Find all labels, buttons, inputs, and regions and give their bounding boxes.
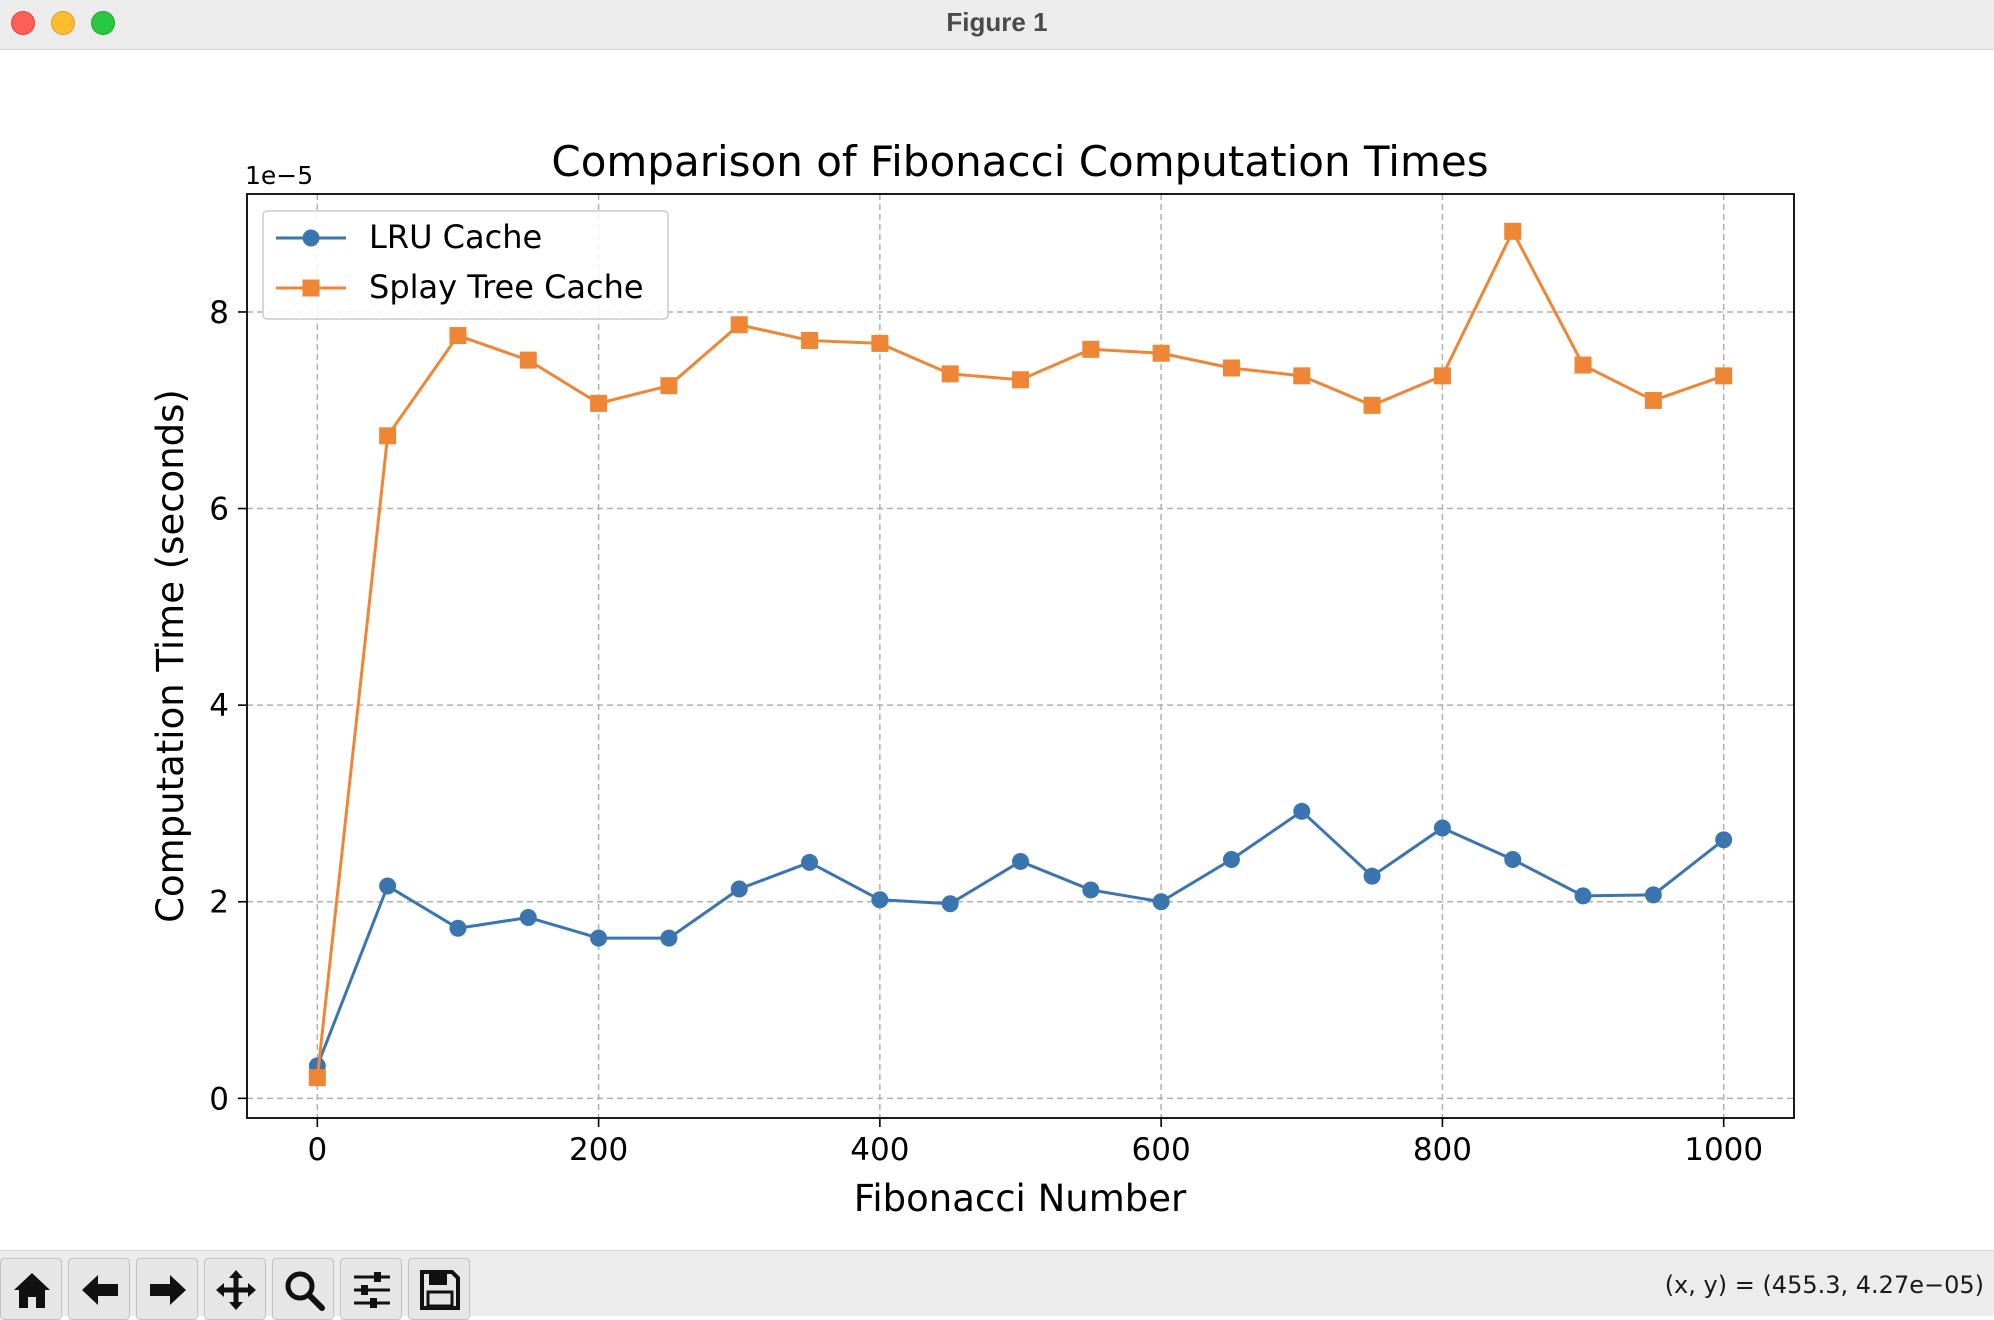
data-point-splay — [871, 334, 889, 352]
configure-subplots-button[interactable] — [340, 1258, 402, 1320]
data-point-splay — [1433, 367, 1451, 385]
y-tick-label: 2 — [209, 885, 229, 921]
y-tick-label: 8 — [209, 295, 229, 331]
data-point-lru — [801, 853, 819, 871]
sliders-icon — [354, 1272, 390, 1308]
arrow-left-icon — [82, 1275, 118, 1305]
data-point-lru — [941, 895, 959, 913]
arrow-right-icon — [150, 1275, 186, 1305]
series-layer — [308, 222, 1733, 1087]
data-point-splay — [1574, 356, 1592, 374]
forward-button[interactable] — [136, 1258, 198, 1320]
data-point-lru — [1293, 802, 1311, 820]
data-point-lru — [379, 877, 397, 895]
y-tick-label: 6 — [209, 492, 229, 528]
data-point-splay — [801, 331, 819, 349]
data-point-lru — [1433, 819, 1451, 837]
close-window-button[interactable] — [11, 11, 35, 35]
legend-label-lru: LRU Cache — [369, 218, 542, 256]
floppy-disk-icon — [420, 1270, 460, 1310]
save-button[interactable] — [408, 1258, 470, 1320]
back-button[interactable] — [68, 1258, 130, 1320]
data-point-splay — [1293, 367, 1311, 385]
data-point-splay — [660, 377, 678, 395]
legend: LRU Cache Splay Tree Cache — [262, 210, 669, 320]
grid — [247, 194, 1794, 1118]
data-point-lru — [1574, 887, 1592, 905]
series-line-lru — [315, 809, 1725, 1067]
home-icon — [14, 1273, 50, 1308]
legend-label-splay: Splay Tree Cache — [369, 268, 644, 306]
legend-marker-lru — [302, 229, 320, 247]
data-point-splay — [1012, 371, 1029, 389]
data-point-splay — [1363, 396, 1381, 414]
y-tick-label: 4 — [209, 688, 229, 724]
x-tick-label: 200 — [569, 1132, 628, 1168]
data-point-splay — [1715, 367, 1733, 385]
magnifier-icon — [285, 1271, 325, 1311]
data-point-lru — [1644, 886, 1662, 904]
window-titlebar: Figure 1 — [0, 0, 1994, 50]
y-multiplier-label: 1e−5 — [245, 161, 313, 190]
data-point-splay — [519, 351, 537, 369]
x-tick-label: 1000 — [1684, 1132, 1763, 1168]
y-axis-label: Computation Time (seconds) — [149, 389, 192, 923]
x-tick-label: 600 — [1132, 1132, 1191, 1168]
data-point-splay — [1644, 391, 1662, 409]
x-tick-label: 0 — [307, 1132, 327, 1168]
data-point-lru — [1012, 852, 1029, 870]
data-point-lru — [590, 929, 608, 947]
legend-box — [262, 210, 669, 320]
data-point-splay — [1222, 359, 1240, 377]
data-point-splay — [449, 327, 467, 345]
data-point-splay — [1152, 344, 1170, 362]
data-point-splay — [590, 394, 608, 412]
legend-marker-splay — [302, 279, 320, 297]
chart-svg[interactable]: 0 200 400 600 800 1000 0 2 4 6 8 Comparison of Fib… — [0, 50, 1994, 1250]
data-point-lru — [1152, 893, 1170, 911]
figure-canvas[interactable]: 0 200 400 600 800 1000 0 2 4 6 8 Comparison of Fib… — [0, 50, 1994, 1250]
data-point-splay — [379, 427, 397, 445]
data-point-lru — [660, 929, 678, 947]
data-point-splay — [941, 365, 959, 383]
data-point-lru — [871, 891, 889, 909]
home-button[interactable] — [0, 1258, 62, 1320]
chart-title: Comparison of Fibonacci Computation Time… — [551, 137, 1488, 186]
x-axis-label: Fibonacci Number — [854, 1177, 1187, 1220]
pan-button[interactable] — [204, 1258, 266, 1320]
data-point-lru — [449, 919, 467, 937]
data-point-splay — [308, 1069, 326, 1087]
data-point-splay — [1082, 340, 1100, 358]
data-point-lru — [1504, 850, 1522, 868]
y-tick-label: 0 — [209, 1081, 229, 1117]
maximize-window-button[interactable] — [91, 11, 115, 35]
data-point-lru — [1082, 881, 1100, 899]
plot-area-frame — [246, 193, 1795, 1119]
x-tick-label: 800 — [1413, 1132, 1472, 1168]
window-title: Figure 1 — [946, 7, 1048, 37]
data-point-splay — [730, 316, 748, 334]
data-point-lru — [1222, 850, 1240, 868]
data-point-lru — [730, 880, 748, 898]
zoom-button[interactable] — [272, 1258, 334, 1320]
data-point-lru — [1715, 831, 1733, 849]
data-point-lru — [519, 908, 537, 926]
data-point-lru — [1363, 867, 1381, 885]
cursor-coordinates: (x, y) = (455.3, 4.27e−05) — [1664, 1271, 1984, 1299]
navigation-toolbar: (x, y) = (455.3, 4.27e−05) — [0, 1250, 1994, 1320]
move-icon — [216, 1270, 256, 1310]
data-point-splay — [1504, 222, 1522, 240]
x-tick-label: 400 — [850, 1132, 909, 1168]
ticks: 0 200 400 600 800 1000 0 2 4 6 8 — [209, 295, 1763, 1168]
minimize-window-button[interactable] — [51, 11, 75, 35]
